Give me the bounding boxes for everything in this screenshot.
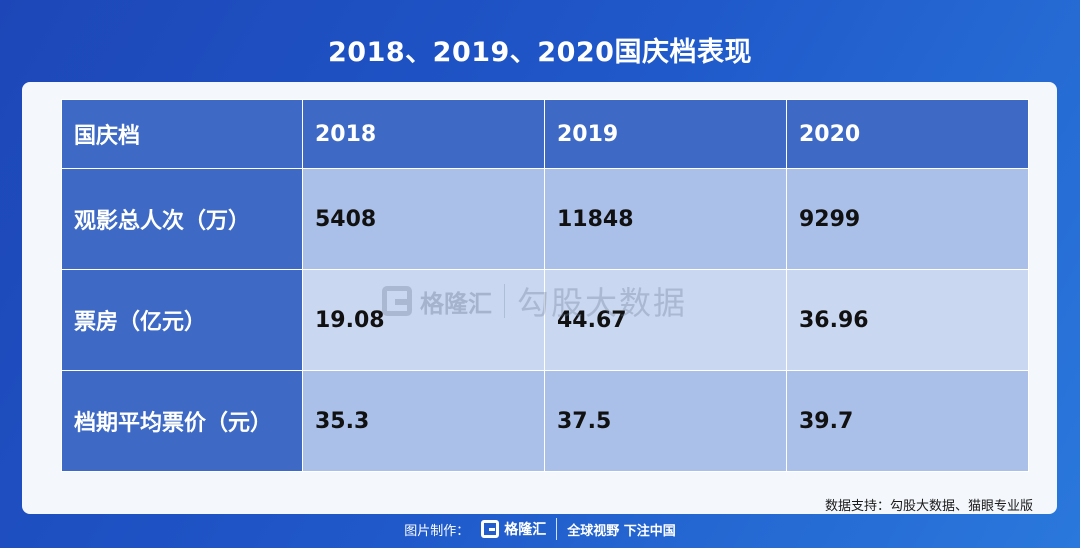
data-table: 国庆档 2018 2019 2020 观影总人次（万） 5408 11848 9… <box>61 99 1029 472</box>
row-label: 票房（亿元） <box>61 269 303 371</box>
table-cell: 19.08 <box>302 269 545 371</box>
table-cell: 35.3 <box>302 370 545 472</box>
column-header: 2020 <box>786 99 1029 169</box>
column-header: 2018 <box>302 99 545 169</box>
gelonghui-logo-icon <box>481 520 500 538</box>
table-cell: 36.96 <box>786 269 1029 371</box>
table-row: 档期平均票价（元） 35.3 37.5 39.7 <box>61 370 1029 472</box>
source-note: 数据支持：勾股大数据、猫眼专业版 <box>824 499 1033 514</box>
footer-label: 图片制作： <box>404 523 470 539</box>
column-header: 2019 <box>544 99 787 169</box>
table-header-row: 国庆档 2018 2019 2020 <box>61 99 1029 169</box>
table-cell: 37.5 <box>544 370 787 472</box>
row-label: 观影总人次（万） <box>61 168 303 270</box>
page-title: 2018、2019、2020国庆档表现 <box>328 37 752 68</box>
footer: 图片制作： 格隆汇 全球视野 下注中国 <box>0 517 1080 541</box>
column-header: 国庆档 <box>61 99 303 169</box>
table-cell: 44.67 <box>544 269 787 371</box>
table-cell: 11848 <box>544 168 787 270</box>
table-cell: 39.7 <box>786 370 1029 472</box>
table-panel: 国庆档 2018 2019 2020 观影总人次（万） 5408 11848 9… <box>22 82 1057 514</box>
footer-brand: 格隆汇 <box>504 522 547 538</box>
footer-divider <box>556 518 558 540</box>
table-row: 票房（亿元） 19.08 44.67 36.96 <box>61 269 1029 371</box>
table-cell: 5408 <box>302 168 545 270</box>
footer-slogan: 全球视野 下注中国 <box>567 523 676 539</box>
table-cell: 9299 <box>786 168 1029 270</box>
row-label: 档期平均票价（元） <box>61 370 303 472</box>
table-row: 观影总人次（万） 5408 11848 9299 <box>61 168 1029 270</box>
